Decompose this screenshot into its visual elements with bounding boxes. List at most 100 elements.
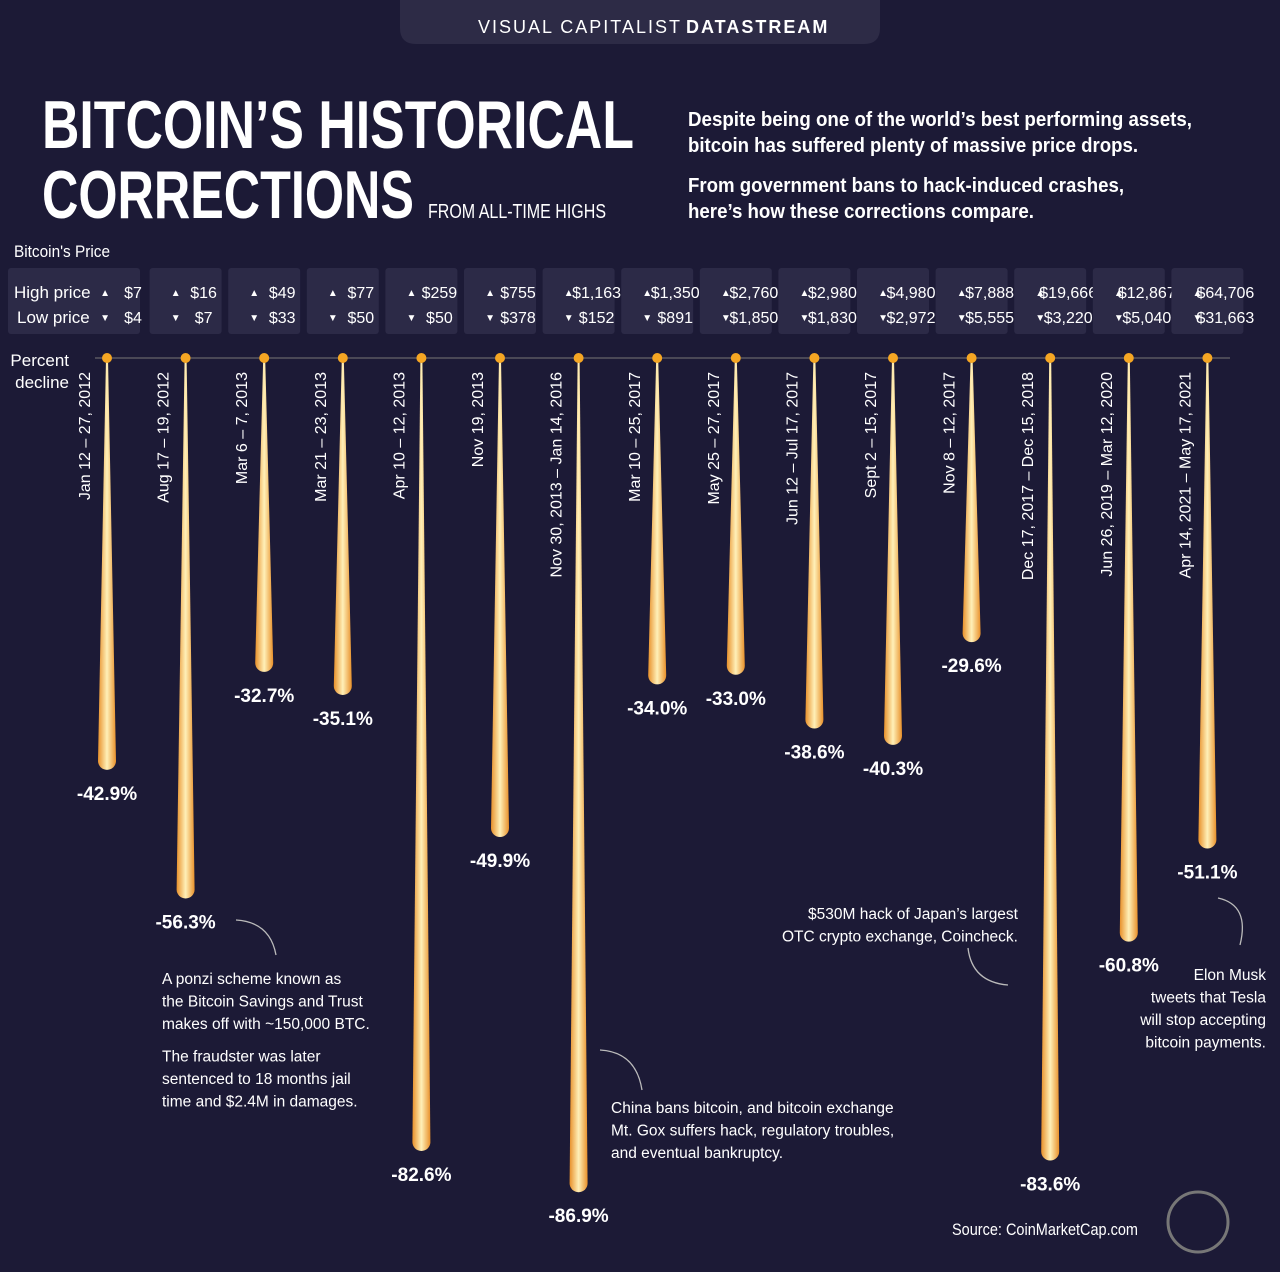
low-price: $2,972 [887, 310, 936, 327]
high-price: $259 [422, 285, 458, 302]
drop [805, 358, 824, 729]
drop [1198, 358, 1217, 849]
annotation: OTC crypto exchange, Coincheck. [782, 929, 1018, 946]
low-price: $33 [269, 310, 296, 327]
down-arrow: ▼ [249, 313, 259, 324]
arrow [967, 947, 1009, 986]
title: CORRECTIONS [42, 157, 414, 233]
high-price: $1,163 [572, 285, 621, 302]
low-price: $31,663 [1196, 310, 1254, 327]
up-arrow: ▲ [1035, 288, 1045, 299]
value-label: -38.6% [784, 743, 844, 764]
price-cell [778, 268, 851, 334]
price-cell [228, 268, 301, 334]
drop [98, 358, 116, 770]
down-arrow: ▼ [1035, 313, 1045, 324]
price-cell [542, 268, 615, 334]
low-price: $5,555 [965, 310, 1014, 327]
arrow [1217, 897, 1244, 946]
low-price: $50 [347, 310, 374, 327]
drop-dot [1202, 353, 1213, 363]
price-label: Bitcoin's Price [14, 242, 110, 261]
date-label: Apr 10 – 12, 2013 [391, 372, 408, 499]
annotation: bitcoin payments. [1145, 1035, 1266, 1052]
annotation: sentenced to 18 months jail [162, 1071, 351, 1088]
annotation: $530M hack of Japan’s largest [808, 906, 1019, 923]
down-arrow: ▼ [564, 313, 574, 324]
value-label: -60.8% [1099, 956, 1159, 977]
up-arrow: ▲ [249, 288, 259, 299]
drop-dot [966, 353, 977, 363]
up-arrow: ▲ [721, 288, 731, 299]
down-arrow: ▼ [485, 313, 495, 324]
header-tab [400, 0, 880, 44]
price-cell [464, 268, 536, 334]
description: bitcoin has suffered plenty of massive p… [688, 135, 1138, 157]
drop [412, 358, 431, 1151]
drop-dot [730, 353, 741, 363]
down-arrow: ▼ [1192, 313, 1202, 324]
annotation: tweets that Tesla [1151, 990, 1267, 1007]
low-price: $3,220 [1044, 310, 1093, 327]
value-label: -49.9% [470, 851, 530, 872]
drop [569, 358, 588, 1193]
value-label: -42.9% [77, 784, 137, 805]
high-price: $16 [190, 285, 217, 302]
price-cell [149, 268, 222, 334]
date-label: May 25 – 27, 2017 [706, 372, 723, 505]
low-price: $1,830 [808, 310, 857, 327]
value-label: -56.3% [155, 912, 215, 933]
value-label: -33.0% [706, 689, 766, 710]
down-arrow: ▼ [100, 313, 110, 324]
annotation: Mt. Gox suffers hack, regulatory trouble… [611, 1123, 894, 1140]
high-price: $7,888 [965, 285, 1014, 302]
annotation: time and $2.4M in damages. [162, 1094, 358, 1111]
annotation: will stop accepting [1139, 1012, 1266, 1029]
price-cell [385, 268, 458, 334]
down-arrow: ▼ [328, 313, 338, 324]
down-arrow: ▼ [642, 313, 652, 324]
low-price: $891 [657, 310, 693, 327]
low-price: $378 [500, 310, 536, 327]
value-label: -29.6% [941, 656, 1001, 677]
up-arrow: ▲ [406, 288, 416, 299]
down-arrow: ▼ [1114, 313, 1124, 324]
value-label: -35.1% [313, 709, 373, 730]
low-label: Low price [17, 308, 90, 327]
drop [176, 358, 195, 899]
price-cell [8, 268, 140, 334]
description: Despite being one of the world’s best pe… [688, 109, 1192, 131]
drop-dot [259, 353, 270, 363]
highlight: From government bans to hack-induced cra… [688, 175, 1124, 197]
low-price: $5,040 [1122, 310, 1171, 327]
up-arrow: ▲ [564, 288, 574, 299]
drop [962, 358, 981, 643]
annotation: makes off with ~150,000 BTC. [162, 1016, 370, 1033]
high-price: $755 [500, 285, 536, 302]
price-cell [935, 268, 1008, 334]
low-price: $152 [579, 310, 615, 327]
subtitle: FROM ALL-TIME HIGHS [428, 201, 606, 223]
high-price: $2,980 [808, 285, 857, 302]
logo [1166, 1190, 1230, 1254]
source: Source: CoinMarketCap.com [952, 1220, 1138, 1239]
date-label: Nov 19, 2013 [470, 372, 487, 467]
date-label: Mar 6 – 7, 2013 [234, 372, 251, 484]
drop-dot [809, 353, 820, 363]
arrow [235, 919, 277, 956]
date-label: Sept 2 – 15, 2017 [863, 372, 880, 498]
drop-dot [102, 353, 112, 363]
date-label: Aug 17 – 19, 2012 [156, 372, 173, 503]
date-label: Nov 30, 2013 – Jan 14, 2016 [549, 372, 566, 578]
up-arrow: ▲ [328, 288, 338, 299]
value-label: -86.9% [548, 1206, 608, 1227]
price-cell [1092, 268, 1165, 334]
y-label: Percent [10, 351, 69, 370]
drop [491, 358, 509, 838]
up-arrow: ▲ [100, 288, 110, 299]
down-arrow: ▼ [721, 313, 731, 324]
low-price: $1,850 [729, 310, 778, 327]
value-label: -82.6% [391, 1165, 451, 1186]
drop [648, 358, 667, 685]
